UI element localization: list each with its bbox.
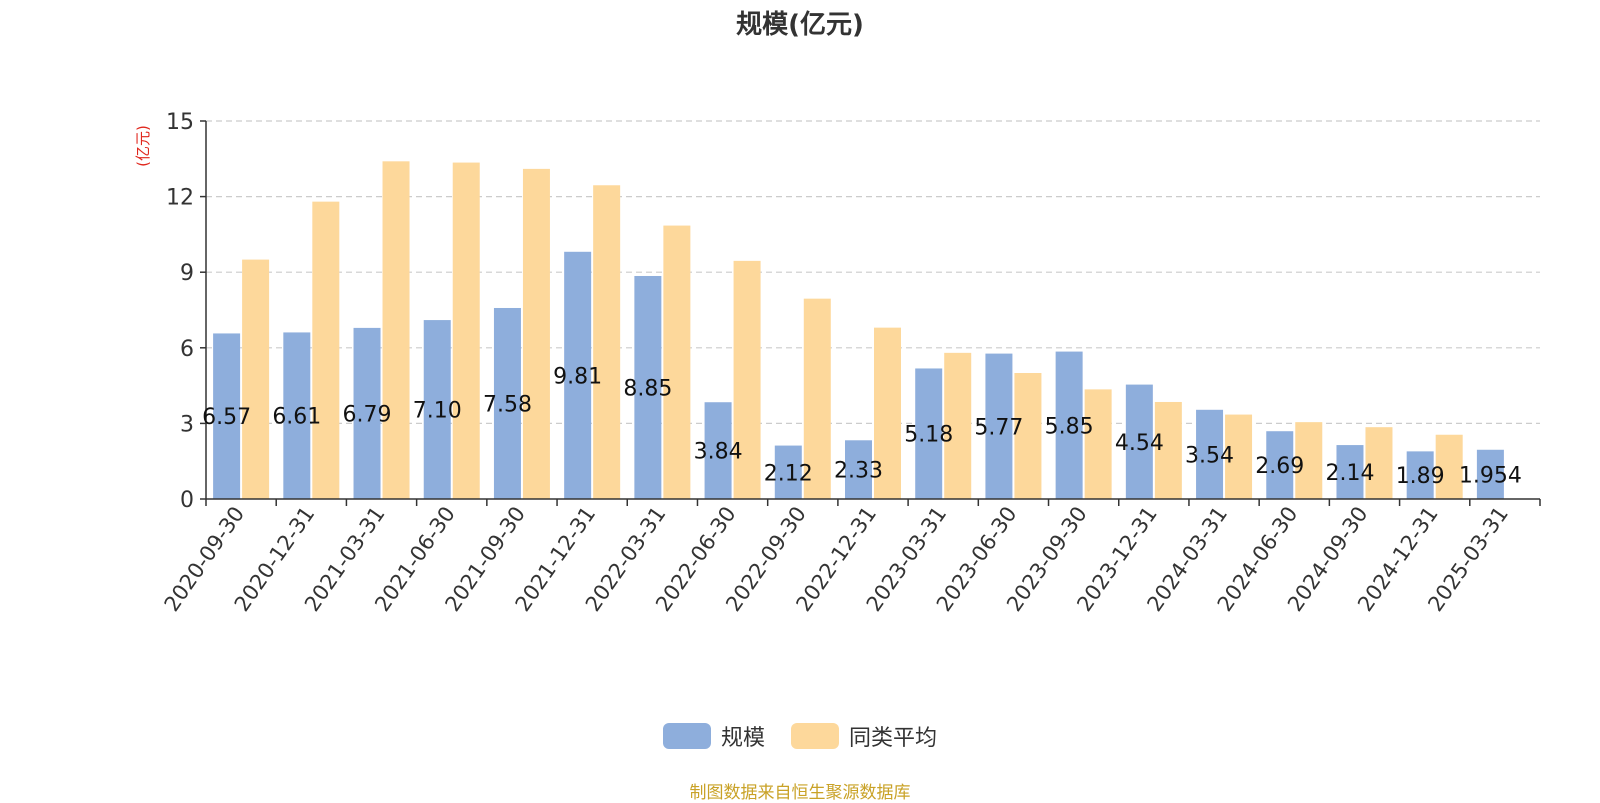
bar-peer-average[interactable] [1154, 401, 1182, 499]
bar-scale[interactable] [1266, 431, 1294, 499]
bar-scale[interactable] [634, 275, 662, 499]
data-label: 5.85 [1045, 414, 1094, 439]
y-tick-label: 6 [180, 337, 194, 362]
bar-peer-average[interactable] [382, 161, 410, 499]
source-note: 制图数据来自恒生聚源数据库 [689, 783, 911, 803]
bar-peer-average[interactable] [733, 260, 761, 499]
bar-scale[interactable] [283, 332, 311, 499]
y-tick-label: 0 [180, 488, 194, 513]
bar-peer-average[interactable] [1225, 414, 1253, 499]
chart-title: 规模(亿元) [736, 10, 864, 40]
bar-scale[interactable] [1055, 351, 1083, 499]
data-label: 1.954 [1459, 463, 1522, 488]
legend: 规模 同类平均 [0, 720, 1600, 752]
data-label: 2.33 [834, 459, 883, 484]
legend-label-peer-average: 同类平均 [849, 726, 938, 751]
y-axis-title: (亿元) [134, 125, 152, 167]
bar-peer-average[interactable] [1084, 389, 1112, 499]
data-label: 6.79 [343, 402, 392, 427]
data-label: 3.84 [694, 440, 743, 465]
data-label: 3.54 [1185, 443, 1234, 468]
data-label: 2.69 [1255, 454, 1304, 479]
bar-peer-average[interactable] [312, 201, 340, 499]
bars [213, 161, 1504, 499]
bar-scale[interactable] [564, 251, 592, 499]
bar-peer-average[interactable] [1365, 427, 1393, 499]
data-label: 4.54 [1115, 431, 1164, 456]
data-label: 2.14 [1325, 461, 1374, 486]
data-label: 5.77 [974, 415, 1023, 440]
bar-scale[interactable] [1125, 384, 1153, 499]
bar-peer-average[interactable] [593, 185, 621, 499]
data-label: 7.10 [413, 399, 462, 424]
data-label: 6.61 [272, 405, 321, 430]
bar-peer-average[interactable] [663, 225, 691, 499]
bar-scale[interactable] [213, 333, 241, 499]
y-tick-label: 12 [166, 186, 194, 211]
data-label: 1.89 [1396, 464, 1445, 489]
bar-peer-average[interactable] [1014, 373, 1042, 499]
bar-scale[interactable] [985, 353, 1013, 499]
legend-swatch-peer-average [791, 723, 839, 749]
bar-peer-average[interactable] [803, 298, 831, 499]
bar-peer-average[interactable] [452, 162, 480, 499]
legend-item-scale[interactable]: 规模 [662, 720, 765, 752]
y-tick-label: 3 [180, 412, 194, 437]
data-label: 5.18 [904, 423, 953, 448]
y-tick-label: 9 [180, 261, 194, 286]
bar-peer-average[interactable] [874, 327, 901, 499]
bar-scale[interactable] [493, 307, 521, 499]
bar-scale[interactable] [1336, 445, 1364, 499]
bar-scale[interactable] [704, 402, 732, 499]
bar-scale[interactable] [423, 320, 451, 499]
bar-scale[interactable] [1196, 409, 1224, 499]
legend-label-scale: 规模 [720, 726, 765, 751]
data-labels: 6.57 6.61 6.79 7.10 7.58 9.81 8.85 3.84 2.12 2.33… [202, 364, 1522, 489]
bar-scale[interactable] [353, 327, 381, 499]
bar-peer-average[interactable] [242, 259, 270, 499]
bar-peer-average[interactable] [522, 168, 550, 499]
bar-peer-average[interactable] [1435, 434, 1463, 499]
data-label: 2.12 [764, 461, 813, 486]
data-label: 8.85 [623, 376, 672, 401]
bar-scale[interactable] [845, 440, 872, 499]
data-label: 6.57 [202, 405, 251, 430]
bar-scale[interactable] [774, 445, 802, 499]
data-label: 9.81 [553, 364, 602, 389]
y-tick-label: 15 [166, 110, 194, 135]
bar-peer-average[interactable] [944, 352, 972, 499]
bar-scale[interactable] [1476, 449, 1504, 499]
bar-peer-average[interactable] [1295, 422, 1323, 499]
bar-scale[interactable] [915, 368, 943, 499]
data-label: 7.58 [483, 392, 532, 417]
legend-item-peer-average[interactable]: 同类平均 [791, 720, 937, 752]
bar-scale[interactable] [1406, 451, 1434, 499]
legend-swatch-scale [662, 723, 711, 749]
